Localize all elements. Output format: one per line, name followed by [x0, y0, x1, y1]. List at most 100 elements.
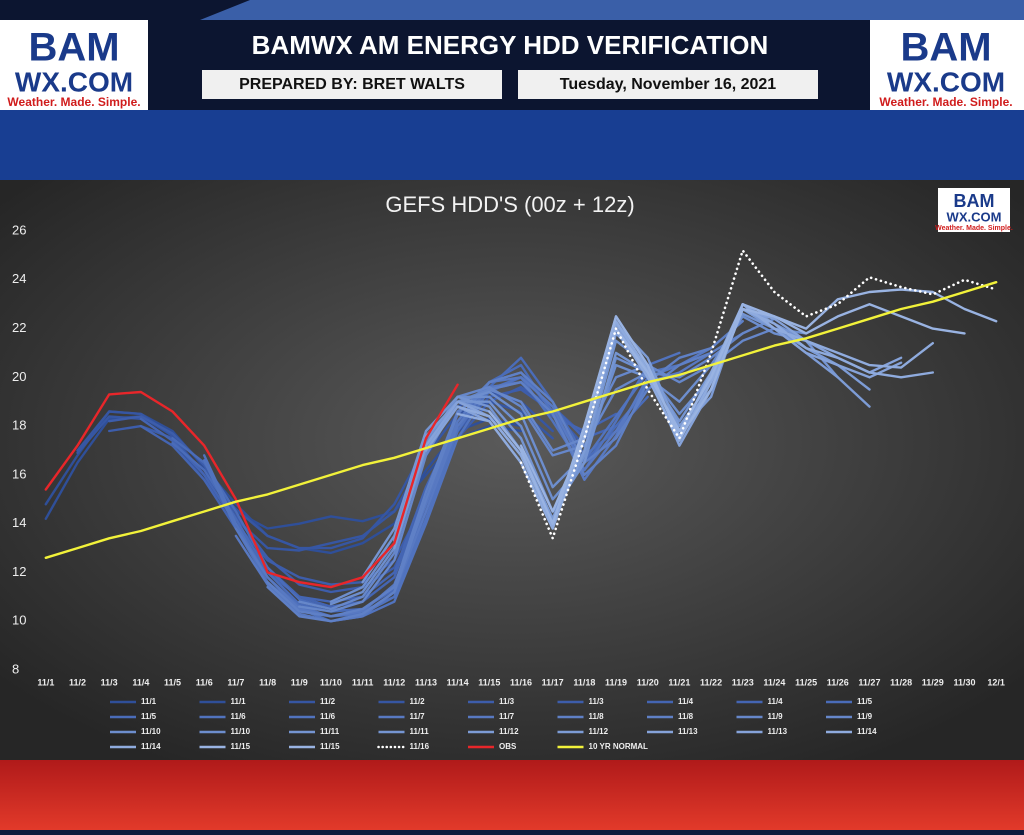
logo-small: BAM WX.COM Weather. Made. Simple.	[935, 188, 1013, 232]
legend-label: 11/10	[141, 727, 161, 736]
x-tick-label: 11/11	[352, 677, 374, 687]
logo-left: BAM WX.COM Weather. Made. Simple.	[0, 20, 148, 110]
x-tick-label: 12/1	[987, 677, 1005, 687]
logo-text: BAM	[900, 26, 991, 70]
logo-tagline: Weather. Made. Simple.	[7, 95, 140, 109]
logo-text: WX.COM	[947, 209, 1002, 224]
series-line	[44, 281, 998, 559]
series-line	[456, 307, 934, 530]
legend-label: 11/7	[499, 712, 515, 721]
page-title: BAMWX AM ENERGY HDD VERIFICATION	[252, 30, 769, 60]
legend-label: 11/12	[589, 727, 609, 736]
x-tick-label: 11/29	[922, 677, 944, 687]
x-tick-label: 11/18	[573, 677, 595, 687]
legend-label: 11/3	[589, 697, 605, 706]
prepared-text: PREPARED BY: BRET WALTS	[239, 76, 465, 93]
x-tick-label: 11/6	[196, 677, 213, 687]
x-tick-label: 11/30	[953, 677, 975, 687]
x-tick-label: 11/28	[890, 677, 912, 687]
date-text: Tuesday, November 16, 2021	[560, 76, 777, 93]
x-tick-label: 11/20	[637, 677, 659, 687]
x-tick-label: 11/7	[227, 677, 244, 687]
y-tick-label: 16	[12, 466, 26, 481]
x-tick-label: 11/24	[763, 677, 785, 687]
series-line	[266, 320, 744, 618]
x-tick-label: 11/25	[795, 677, 817, 687]
x-tick-label: 11/19	[605, 677, 627, 687]
legend-label: 11/6	[320, 712, 336, 721]
legend-label: 11/9	[768, 712, 784, 721]
x-tick-label: 11/12	[383, 677, 405, 687]
legend-label: 11/12	[499, 727, 519, 736]
legend-label: 11/15	[231, 742, 251, 751]
series-line	[298, 327, 776, 613]
logo-right: BAM WX.COM Weather. Made. Simple.	[870, 20, 1024, 110]
legend-label: 11/14	[141, 742, 161, 751]
legend-label: 11/13	[768, 727, 788, 736]
x-tick-label: 11/17	[542, 677, 564, 687]
logo-text: BAM	[954, 191, 995, 211]
series-line	[44, 383, 459, 589]
x-tick-label: 11/4	[132, 677, 149, 687]
footer-band	[0, 760, 1024, 830]
x-tick-label: 11/13	[415, 677, 437, 687]
x-tick-label: 11/15	[478, 677, 500, 687]
chart-title: GEFS HDD'S (00z + 12z)	[385, 192, 634, 217]
legend-label: 11/7	[410, 712, 426, 721]
logo-tagline: Weather. Made. Simple.	[879, 95, 1012, 109]
legend-label: 11/6	[231, 712, 247, 721]
header-stripe	[200, 0, 1024, 20]
y-tick-label: 22	[12, 320, 26, 335]
y-tick-label: 14	[12, 515, 26, 530]
x-tick-label: 11/2	[69, 677, 86, 687]
legend-label: 11/8	[678, 712, 694, 721]
date-box	[518, 70, 818, 99]
legend-label: 11/2	[410, 697, 426, 706]
x-tick-label: 11/8	[259, 677, 276, 687]
prepared-box	[202, 70, 502, 99]
y-tick-label: 10	[12, 613, 26, 628]
legend-label: 11/11	[320, 727, 340, 736]
logo-text: WX.COM	[15, 66, 133, 97]
x-tick-label: 11/26	[827, 677, 849, 687]
y-tick-label: 20	[12, 369, 26, 384]
series-line	[519, 249, 998, 540]
chart-bg	[0, 180, 1024, 760]
legend-label: 11/13	[678, 727, 698, 736]
y-tick-label: 26	[12, 222, 26, 237]
y-tick-label: 24	[12, 271, 26, 286]
legend-label: 11/9	[857, 712, 873, 721]
series-line	[298, 317, 776, 611]
x-tick-label: 11/1	[37, 677, 54, 687]
logo-bg	[0, 20, 148, 110]
x-tick-label: 11/22	[700, 677, 722, 687]
x-tick-label: 11/27	[858, 677, 880, 687]
y-tick-label: 8	[12, 661, 19, 676]
blue-band	[0, 110, 1024, 182]
series-line	[266, 332, 744, 623]
legend-label: 11/2	[320, 697, 336, 706]
legend-label: 11/4	[678, 697, 694, 706]
legend-label: 10 YR NORMAL	[589, 742, 649, 751]
x-tick-label: 11/10	[320, 677, 342, 687]
x-tick-label: 11/3	[101, 677, 118, 687]
legend-label: 11/8	[589, 712, 605, 721]
x-tick-label: 11/21	[668, 677, 690, 687]
logo-text: BAM	[28, 26, 119, 70]
legend-label: 11/5	[857, 697, 873, 706]
legend-label: 11/15	[320, 742, 340, 751]
x-tick-label: 11/23	[732, 677, 754, 687]
logo-text: WX.COM	[887, 66, 1005, 97]
legend-label: 11/3	[499, 697, 515, 706]
logo-bg	[870, 20, 1024, 110]
x-tick-label: 11/16	[510, 677, 532, 687]
legend-label: 11/11	[410, 727, 430, 736]
legend-label: 11/4	[768, 697, 784, 706]
y-tick-label: 18	[12, 418, 26, 433]
legend-label: 11/16	[410, 742, 430, 751]
legend-label: 11/1	[231, 697, 247, 706]
legend-label: 11/5	[141, 712, 157, 721]
x-tick-label: 11/5	[164, 677, 181, 687]
logo-tagline: Weather. Made. Simple.	[935, 225, 1013, 232]
